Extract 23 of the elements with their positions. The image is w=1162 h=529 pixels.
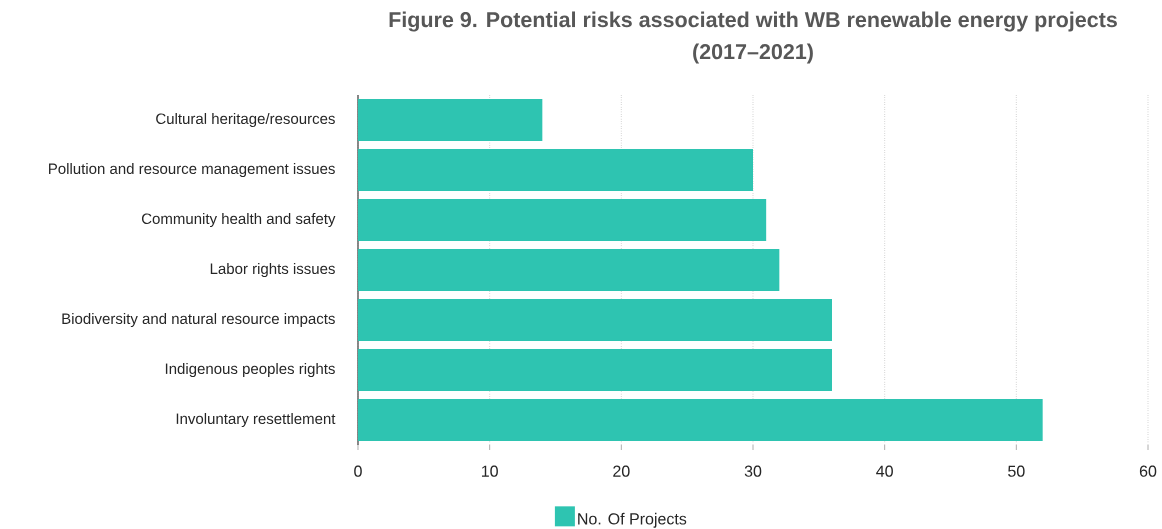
y-tick-label: Involuntary resettlement — [176, 413, 336, 427]
bar — [358, 399, 1043, 442]
chart-title: Figure 9. Potential risks associated with WB renewable energy projects (2017–2021) — [389, 11, 1117, 64]
x-tick-label: 20 — [613, 465, 630, 477]
y-tick-label: Pollution and resource management issues — [49, 163, 335, 177]
x-tick-label: 10 — [481, 465, 498, 477]
bar — [358, 199, 767, 242]
y-tick-label: Cultural heritage/resources — [156, 113, 335, 127]
bar — [358, 99, 543, 142]
bar — [358, 299, 832, 342]
y-tick-label: Community health and safety — [141, 213, 336, 227]
x-tick-label: 0 — [354, 465, 362, 477]
y-tick-label: Biodiversity and natural resource impacts — [62, 313, 335, 327]
legend-label: No. Of Projects — [578, 512, 687, 528]
x-tick-label: 30 — [744, 465, 762, 477]
bar — [358, 349, 832, 392]
x-tick-label: 50 — [1008, 465, 1025, 477]
x-tick-label: 60 — [1139, 465, 1157, 477]
x-tick-label: 40 — [876, 465, 893, 477]
bar — [358, 249, 780, 292]
y-tick-label: Indigenous peoples rights — [165, 363, 335, 377]
bar — [358, 149, 753, 192]
y-tick-label: Labor rights issues — [210, 263, 335, 277]
